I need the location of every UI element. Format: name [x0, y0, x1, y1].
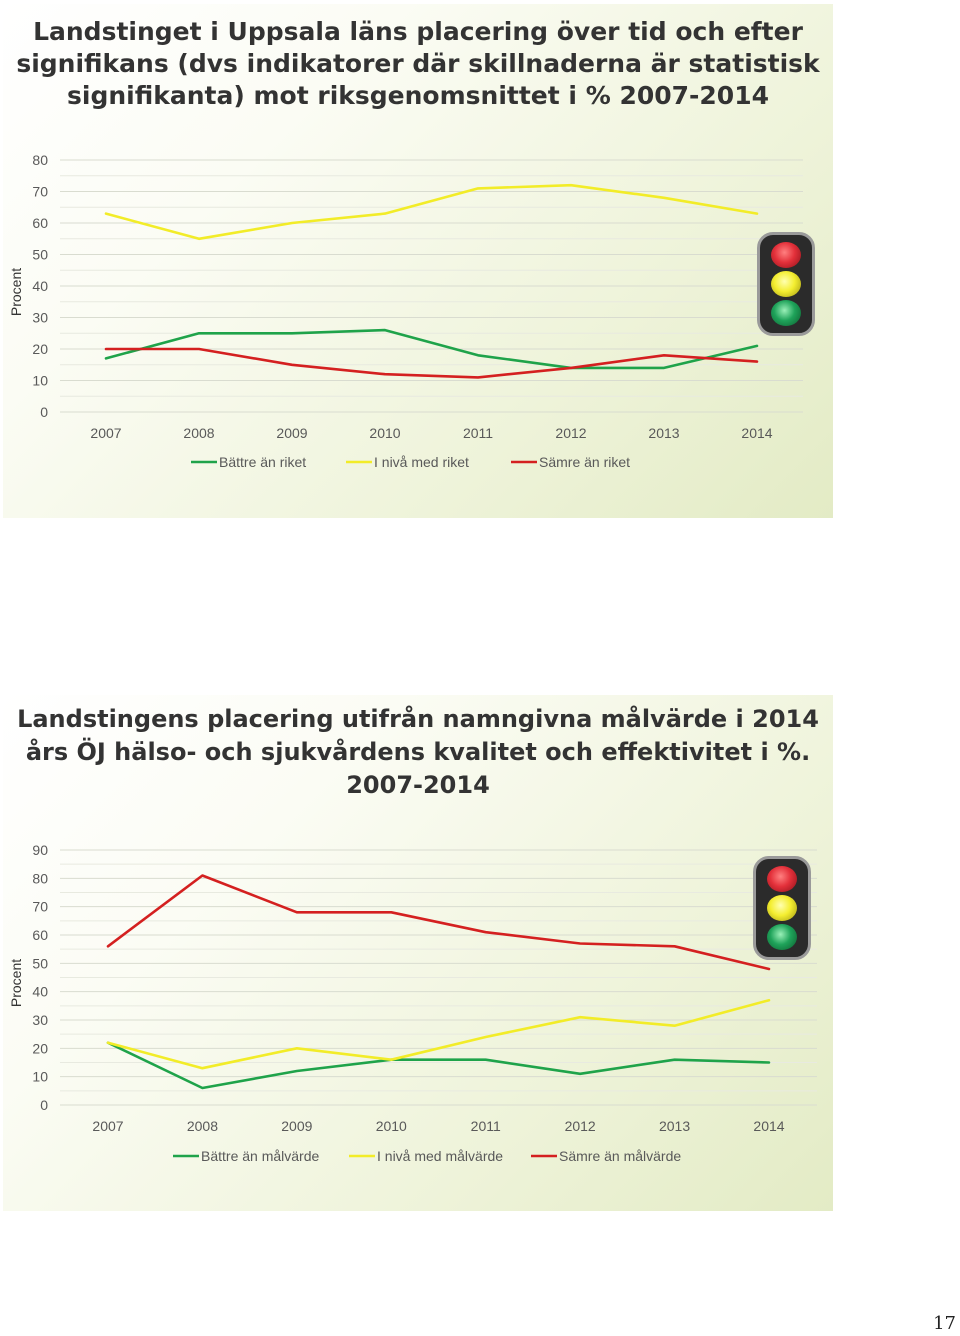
- x-tick-label: 2014: [741, 425, 772, 441]
- series-line: [106, 1041, 771, 1090]
- y-tick-label: 60: [32, 927, 48, 943]
- page-number: 17: [933, 1313, 956, 1334]
- y-tick-label: 40: [32, 984, 48, 1000]
- x-tick-label: 2009: [281, 1118, 312, 1134]
- y-tick-label: 20: [32, 341, 48, 357]
- x-tick-label: 2008: [187, 1118, 218, 1134]
- x-tick-label: 2012: [555, 425, 586, 441]
- slide-1: Landstinget i Uppsala läns placering öve…: [3, 4, 833, 518]
- x-tick-label: 2014: [753, 1118, 784, 1134]
- x-tick-label: 2011: [471, 1118, 501, 1134]
- y-axis-label: Procent: [8, 959, 24, 1007]
- legend-label: I nivå med riket: [374, 454, 469, 470]
- y-tick-label: 90: [32, 842, 48, 858]
- y-tick-label: 60: [32, 215, 48, 231]
- slide-2-title: Landstingens placering utifrån namngivna…: [17, 705, 819, 799]
- y-tick-label: 10: [32, 1069, 48, 1085]
- y-tick-label: 10: [32, 373, 48, 389]
- y-axis-label: Procent: [8, 268, 24, 316]
- y-tick-label: 40: [32, 278, 48, 294]
- y-tick-label: 70: [32, 184, 48, 200]
- chart-1: 0 10 20 30 40 50 60 70 80 Procent 2007 2008 2009 2010…: [8, 152, 803, 470]
- x-tick-label: 2013: [648, 425, 679, 441]
- x-tick-label: 2009: [276, 425, 307, 441]
- legend-label: I nivå med målvärde: [377, 1148, 503, 1164]
- y-tick-label: 0: [40, 1097, 48, 1113]
- y-tick-label: 0: [40, 404, 48, 420]
- x-tick-label: 2012: [565, 1118, 596, 1134]
- y-tick-label: 20: [32, 1040, 48, 1056]
- y-tick-label: 30: [32, 1012, 48, 1028]
- legend-label: Bättre än målvärde: [201, 1148, 319, 1164]
- slide-1-title: Landstinget i Uppsala läns placering öve…: [16, 17, 820, 110]
- series-line: [104, 328, 759, 370]
- y-tick-label: 80: [32, 152, 48, 168]
- x-tick-label: 2008: [183, 425, 214, 441]
- x-tick-label: 2010: [376, 1118, 407, 1134]
- slide-2: Landstingens placering utifrån namngivna…: [3, 695, 833, 1211]
- y-tick-label: 80: [32, 870, 48, 886]
- x-tick-label: 2007: [90, 425, 121, 441]
- y-tick-label: 50: [32, 955, 48, 971]
- series-line: [104, 183, 759, 241]
- chart-2: 0 10 20 30 40 50 60 70 80 90 Procent 2007 2008 2009 20…: [8, 842, 817, 1164]
- series-line: [106, 874, 771, 971]
- y-tick-label: 30: [32, 310, 48, 326]
- traffic-light-icon: [753, 856, 811, 960]
- x-tick-label: 2007: [92, 1118, 123, 1134]
- series-line: [106, 998, 771, 1070]
- series-line: [104, 347, 759, 379]
- x-tick-label: 2011: [463, 425, 493, 441]
- x-tick-label: 2010: [369, 425, 400, 441]
- y-tick-label: 50: [32, 247, 48, 263]
- y-tick-label: 70: [32, 899, 48, 915]
- legend-label: Bättre än riket: [219, 454, 306, 470]
- legend-label: Sämre än målvärde: [559, 1148, 681, 1164]
- traffic-light-icon: [757, 232, 815, 336]
- legend-label: Sämre än riket: [539, 454, 630, 470]
- x-tick-label: 2013: [659, 1118, 690, 1134]
